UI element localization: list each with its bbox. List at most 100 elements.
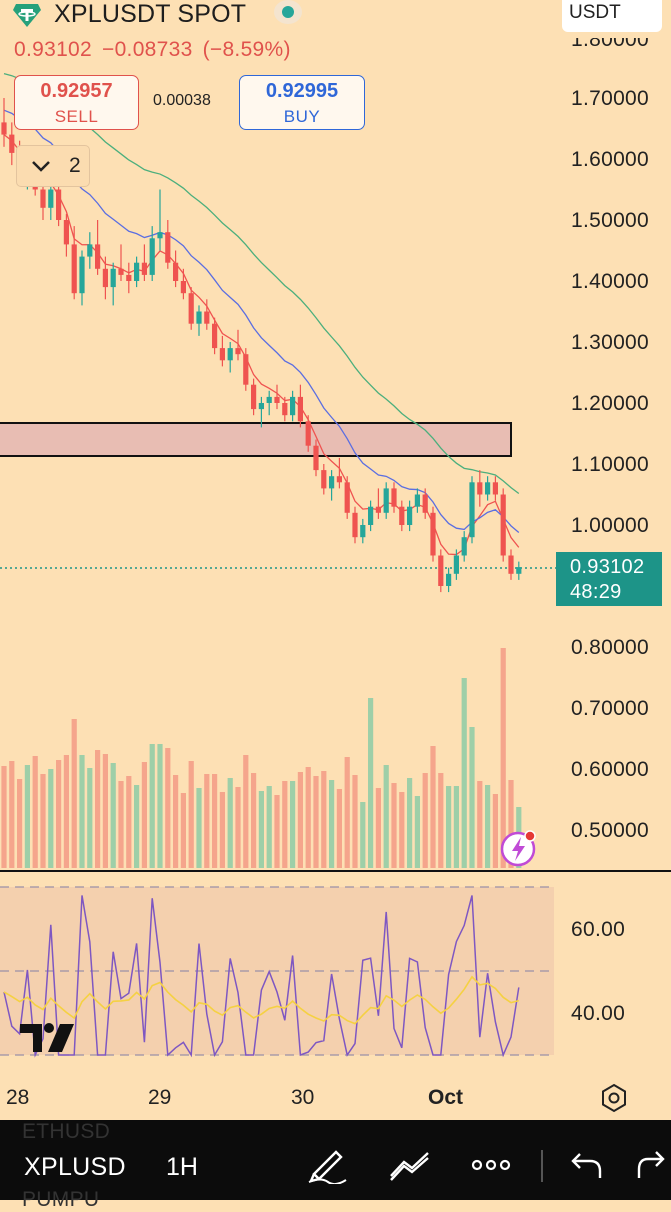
- candle[interactable]: [492, 476, 498, 501]
- candle[interactable]: [274, 384, 280, 410]
- candle[interactable]: [95, 220, 101, 275]
- indicator-legend-toggle[interactable]: 2: [16, 145, 90, 187]
- candle[interactable]: [336, 457, 342, 489]
- bottom-toolbar: [0, 1120, 671, 1200]
- candle[interactable]: [414, 488, 420, 513]
- candle[interactable]: [430, 506, 436, 562]
- candle[interactable]: [305, 415, 311, 452]
- volume-bar: [212, 774, 218, 868]
- symbol-title[interactable]: XPLUSDT SPOT: [54, 0, 247, 28]
- rsi-ma-line[interactable]: [3, 975, 520, 1025]
- candle[interactable]: [446, 567, 452, 593]
- candle[interactable]: [110, 262, 116, 306]
- candle[interactable]: [329, 470, 335, 501]
- time-axis-label: Oct: [428, 1086, 464, 1109]
- volume-bar: [336, 789, 342, 868]
- candle[interactable]: [360, 518, 366, 544]
- price-axis-label: 1.40000: [571, 270, 650, 293]
- candle[interactable]: [165, 220, 171, 269]
- sell-button[interactable]: 0.92957 SELL: [14, 75, 139, 130]
- candle[interactable]: [134, 256, 140, 288]
- candle[interactable]: [63, 213, 69, 257]
- candle[interactable]: [79, 250, 85, 306]
- line-drawing-icon[interactable]: [388, 1148, 432, 1182]
- volume-bar: [40, 774, 46, 868]
- volume-bar: [95, 750, 101, 868]
- candle[interactable]: [188, 287, 194, 330]
- candle[interactable]: [461, 531, 467, 562]
- candle[interactable]: [477, 470, 483, 507]
- candle[interactable]: [344, 476, 350, 519]
- volume-bar: [71, 719, 77, 868]
- flash-icon[interactable]: [499, 828, 539, 868]
- ema-mid-line[interactable]: [3, 109, 520, 533]
- candle[interactable]: [258, 396, 264, 428]
- candle[interactable]: [149, 226, 155, 281]
- time-axis-label: 29: [148, 1086, 172, 1109]
- currency-selector[interactable]: USDT: [562, 0, 662, 32]
- candle[interactable]: [469, 476, 475, 544]
- candle[interactable]: [219, 335, 225, 367]
- candle[interactable]: [375, 488, 381, 519]
- candle[interactable]: [235, 329, 241, 361]
- candle[interactable]: [313, 439, 319, 477]
- rsi-line[interactable]: [3, 895, 520, 1058]
- candle[interactable]: [399, 500, 405, 532]
- candle[interactable]: [438, 549, 444, 593]
- candle[interactable]: [297, 384, 303, 428]
- candle[interactable]: [508, 549, 514, 580]
- settings-hex-icon[interactable]: [598, 1082, 630, 1114]
- candle[interactable]: [321, 464, 327, 495]
- volume-bar: [110, 763, 116, 868]
- candle[interactable]: [48, 183, 54, 220]
- candle[interactable]: [173, 250, 179, 288]
- candle[interactable]: [485, 476, 491, 501]
- candle[interactable]: [243, 348, 249, 391]
- more-icon[interactable]: [470, 1156, 512, 1174]
- price-axis-label: 1.00000: [571, 514, 650, 537]
- redo-icon[interactable]: [636, 1148, 666, 1182]
- volume-bar: [391, 783, 397, 868]
- candle[interactable]: [180, 268, 186, 300]
- volume-bar: [352, 775, 358, 868]
- price-axis-label: 1.80000: [571, 28, 650, 51]
- candle[interactable]: [516, 561, 522, 580]
- candle[interactable]: [290, 390, 296, 422]
- candle[interactable]: [391, 482, 397, 513]
- candle[interactable]: [141, 244, 147, 281]
- candle[interactable]: [352, 506, 358, 544]
- pen-icon[interactable]: [306, 1144, 348, 1184]
- candle[interactable]: [227, 342, 233, 373]
- candle[interactable]: [118, 244, 124, 281]
- candle[interactable]: [407, 500, 413, 532]
- candle[interactable]: [453, 549, 459, 580]
- candle[interactable]: [71, 226, 77, 300]
- candle[interactable]: [9, 122, 15, 166]
- candle[interactable]: [368, 500, 374, 532]
- candle[interactable]: [87, 232, 93, 269]
- candle[interactable]: [266, 390, 272, 416]
- resistance-zone[interactable]: [0, 422, 512, 457]
- volume-bar: [251, 773, 257, 868]
- ema-fast-line[interactable]: [3, 134, 520, 556]
- candle[interactable]: [251, 378, 257, 416]
- toolbar-symbol[interactable]: XPLUSD: [24, 1153, 126, 1181]
- candle[interactable]: [422, 488, 428, 519]
- buy-button[interactable]: 0.92995 BUY: [239, 75, 365, 130]
- candle[interactable]: [204, 299, 210, 330]
- candle[interactable]: [1, 98, 7, 147]
- toolbar-interval[interactable]: 1H: [166, 1153, 198, 1181]
- candle[interactable]: [383, 482, 389, 519]
- price-axis-label: 1.30000: [571, 331, 650, 354]
- candle[interactable]: [212, 317, 218, 355]
- candle[interactable]: [282, 396, 288, 422]
- candle[interactable]: [196, 305, 202, 336]
- candle[interactable]: [500, 488, 506, 562]
- candle[interactable]: [157, 189, 163, 251]
- undo-icon[interactable]: [570, 1150, 604, 1180]
- last-price-label-value: 0.93102: [570, 556, 645, 578]
- candle[interactable]: [126, 262, 132, 294]
- candle[interactable]: [102, 256, 108, 300]
